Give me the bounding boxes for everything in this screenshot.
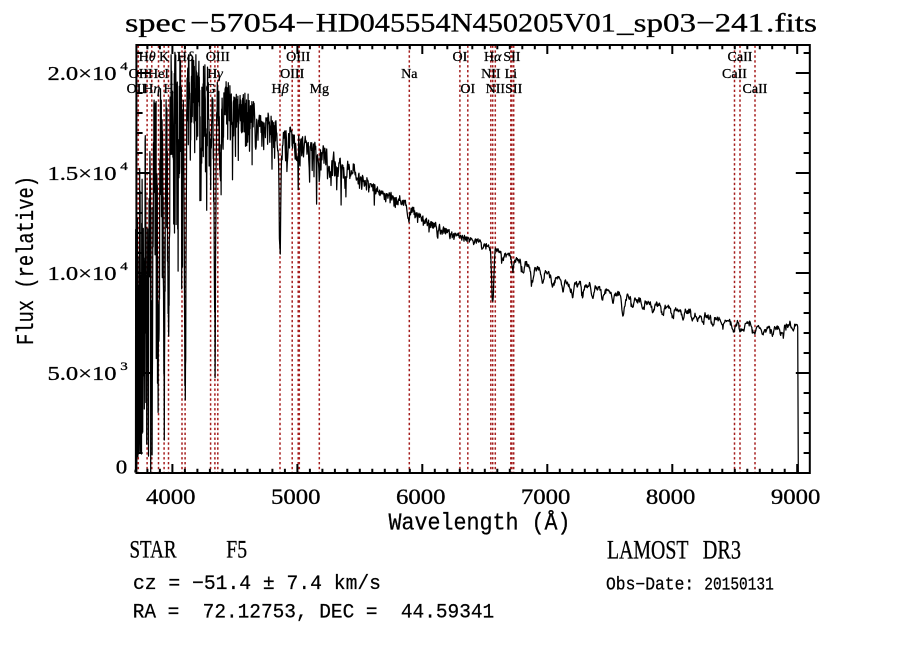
svg-text:1.5×10: 1.5×10 bbox=[48, 163, 117, 185]
svg-text:_sp03−241: _sp03−241 bbox=[616, 7, 764, 37]
svg-text:5.0×10: 5.0×10 bbox=[48, 363, 117, 385]
svg-text:8000: 8000 bbox=[646, 484, 696, 509]
svg-text:Wavelength (Å): Wavelength (Å) bbox=[389, 510, 571, 538]
svg-text:Obs−Date:: Obs−Date: bbox=[606, 575, 694, 595]
svg-text:OII: OII bbox=[127, 82, 147, 97]
svg-text:F5: F5 bbox=[226, 536, 247, 564]
svg-text:Na: Na bbox=[401, 67, 418, 82]
svg-text:3: 3 bbox=[120, 359, 128, 373]
svg-text:STAR: STAR bbox=[130, 536, 177, 564]
svg-text:OI: OI bbox=[453, 50, 468, 65]
svg-text:Hα: Hα bbox=[484, 50, 502, 65]
svg-text:cz = −51.4 ± 7.4 km/s: cz = −51.4 ± 7.4 km/s bbox=[133, 573, 381, 596]
svg-text:K: K bbox=[159, 50, 169, 65]
svg-text:OIII: OIII bbox=[286, 50, 310, 65]
svg-text:−57054−: −57054− bbox=[190, 7, 315, 37]
svg-text:CaII: CaII bbox=[743, 82, 768, 97]
svg-text:Mg: Mg bbox=[310, 82, 329, 97]
svg-text:7000: 7000 bbox=[521, 484, 571, 509]
svg-text:Hβ: Hβ bbox=[271, 82, 288, 97]
svg-text:1.0×10: 1.0×10 bbox=[48, 263, 117, 285]
svg-text:Hθ: Hθ bbox=[139, 50, 156, 65]
svg-text:5000: 5000 bbox=[271, 484, 321, 509]
svg-text:spec: spec bbox=[125, 7, 186, 37]
svg-text:0: 0 bbox=[116, 456, 128, 478]
svg-text:HeI: HeI bbox=[148, 67, 169, 82]
svg-text:Flux (relative): Flux (relative) bbox=[14, 176, 41, 345]
svg-text:20150131: 20150131 bbox=[704, 575, 774, 595]
svg-text:Hδ: Hδ bbox=[177, 50, 194, 65]
svg-text:4: 4 bbox=[120, 59, 128, 73]
svg-text:6000: 6000 bbox=[396, 484, 446, 509]
svg-text:OIII: OIII bbox=[280, 67, 304, 82]
svg-text:4: 4 bbox=[120, 259, 128, 273]
svg-text:CaII: CaII bbox=[728, 50, 753, 65]
svg-text:Hγ: Hγ bbox=[207, 67, 223, 82]
svg-text:HD045554N450205V01: HD045554N450205V01 bbox=[316, 7, 616, 37]
svg-text:OII: OII bbox=[129, 67, 149, 82]
svg-text:9000: 9000 bbox=[771, 484, 821, 509]
svg-text:Li: Li bbox=[505, 67, 518, 82]
svg-text:LAMOST: LAMOST bbox=[607, 535, 689, 565]
svg-text:RA = 72.12753, DEC = 44.5934: RA = 72.12753, DEC = 44.59341 bbox=[133, 601, 495, 624]
svg-text:NII: NII bbox=[481, 67, 501, 82]
svg-text:4: 4 bbox=[120, 159, 128, 173]
svg-text:2.0×10: 2.0×10 bbox=[48, 63, 117, 85]
svg-text:.fits: .fits bbox=[766, 7, 817, 37]
svg-text:G: G bbox=[206, 82, 216, 97]
svg-text:SII: SII bbox=[503, 50, 520, 65]
svg-text:NII: NII bbox=[486, 82, 506, 97]
svg-text:Hη: Hη bbox=[143, 82, 160, 97]
svg-text:H: H bbox=[163, 82, 173, 97]
svg-text:CaII: CaII bbox=[722, 67, 747, 82]
svg-text:SII: SII bbox=[505, 82, 522, 97]
svg-text:OI: OI bbox=[460, 82, 475, 97]
svg-text:4000: 4000 bbox=[146, 484, 196, 509]
svg-text:DR3: DR3 bbox=[703, 535, 741, 565]
svg-text:OIII: OIII bbox=[206, 50, 230, 65]
